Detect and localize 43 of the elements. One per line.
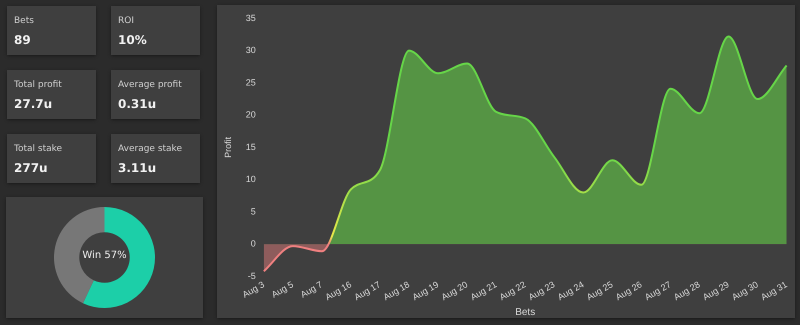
y-tick-label: 20	[246, 110, 256, 120]
x-tick-label: Aug 20	[440, 279, 470, 302]
x-tick-label: Aug 18	[382, 279, 412, 302]
x-tick-label: Aug 31	[759, 279, 789, 302]
x-tick-label: Aug 19	[410, 279, 440, 302]
x-tick-label: Aug 30	[730, 279, 760, 302]
x-tick-label: Aug 17	[352, 279, 382, 302]
category-label: Bets	[14, 16, 34, 26]
text: 10%	[118, 33, 147, 47]
x-tick-label: Aug 27	[642, 279, 673, 302]
category-label: Average profit	[118, 80, 182, 90]
category-label: Total profit	[14, 80, 62, 90]
text: 0.31u	[118, 97, 156, 111]
x-tick-label: Aug 16	[323, 279, 354, 302]
category-label: Total stake	[14, 144, 62, 154]
y-tick-label: 30	[246, 45, 256, 56]
category-label: ROI	[118, 16, 134, 26]
text: 3.11u	[118, 161, 156, 175]
y-axis-title: Profit	[222, 136, 233, 158]
y-tick-label: 5	[250, 206, 256, 216]
x-tick-label: Aug 24	[556, 279, 586, 302]
y-tick-label: 15	[246, 142, 256, 152]
y-tick-label: 0	[250, 238, 256, 249]
y-tick-label: 10	[246, 174, 256, 184]
text: 277u	[14, 161, 48, 175]
y-tick-label: 35	[246, 12, 256, 23]
x-axis-title: Bets	[515, 306, 536, 318]
x-tick-label: Aug 28	[672, 279, 702, 302]
x-tick-label: Aug 29	[701, 279, 731, 302]
y-tick-label: -5	[248, 270, 256, 281]
x-tick-label: Aug 21	[468, 279, 498, 302]
text: 27.7u	[14, 97, 52, 111]
text: 89	[14, 33, 31, 47]
slice-label: Win 57%	[81, 250, 128, 261]
x-tick-label: Aug 23	[526, 279, 556, 302]
x-tick-label: Aug 26	[614, 279, 644, 302]
x-tick-label: Aug 5	[270, 279, 296, 300]
category-label: Average stake	[118, 144, 182, 154]
x-tick-label: Aug 22	[498, 279, 528, 302]
x-tick-label: Aug 3	[240, 279, 266, 300]
x-tick-label: Aug 25	[584, 279, 615, 302]
x-tick-label: Aug 7	[298, 279, 324, 300]
y-tick-label: 25	[246, 77, 256, 88]
